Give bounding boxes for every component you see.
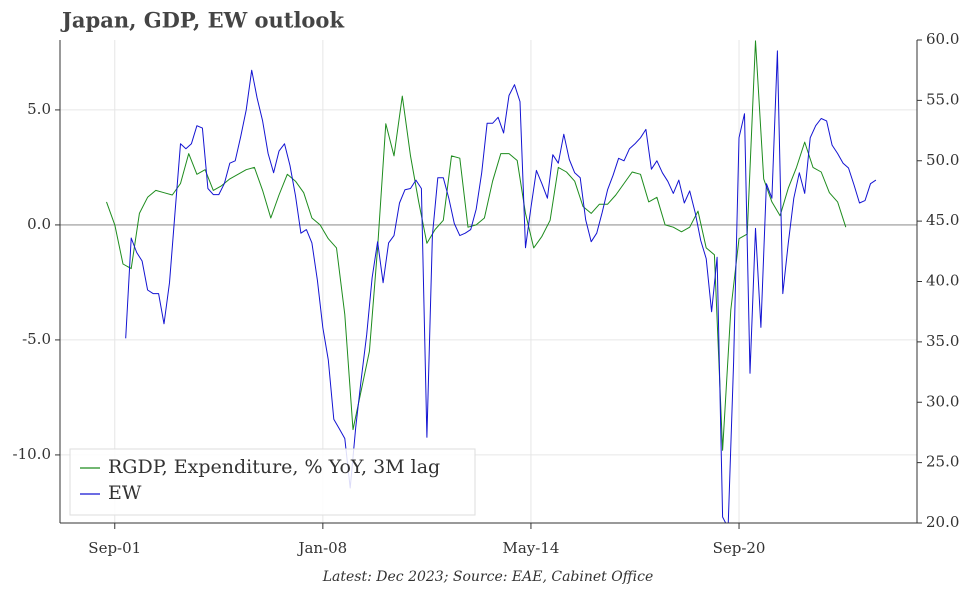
plot-area xyxy=(106,40,877,523)
y2-tick-label: 60.0 xyxy=(926,30,959,48)
y2-tick-label: 55.0 xyxy=(926,90,959,108)
y-tick-label: 5.0 xyxy=(27,100,51,118)
y2-tick-label: 35.0 xyxy=(926,332,959,350)
y2-tick-label: 40.0 xyxy=(926,272,959,290)
y2-tick-label: 25.0 xyxy=(926,453,959,471)
legend-box xyxy=(69,448,476,516)
x-tick-label: Sep-01 xyxy=(88,539,141,557)
y-tick-label: -10.0 xyxy=(13,445,51,463)
x-tick-label: May-14 xyxy=(502,539,559,557)
y-tick-label: 0.0 xyxy=(27,215,51,233)
legend: RGDP, Expenditure, % YoY, 3M lag EW xyxy=(69,448,476,516)
y2-tick-label: 30.0 xyxy=(926,392,959,410)
legend-label: EW xyxy=(108,482,142,504)
series-line xyxy=(106,40,847,451)
footnote: Latest: Dec 2023; Source: EAE, Cabinet O… xyxy=(322,569,653,585)
chart-title: Japan, GDP, EW outlook xyxy=(60,8,344,33)
y2-tick-label: 45.0 xyxy=(926,211,959,229)
series-line xyxy=(125,50,877,523)
x-tick-label: Jan-08 xyxy=(296,539,347,557)
y-tick-label: -5.0 xyxy=(22,330,51,348)
y2-tick-label: 20.0 xyxy=(926,513,959,531)
y2-tick-label: 50.0 xyxy=(926,151,959,169)
axes: Sep-01 Jan-08 May-14 Sep-20 -10.0 -5.0 0.0 5.0 2… xyxy=(13,30,960,557)
x-tick-label: Sep-20 xyxy=(713,539,766,557)
legend-label: RGDP, Expenditure, % YoY, 3M lag xyxy=(108,456,440,478)
